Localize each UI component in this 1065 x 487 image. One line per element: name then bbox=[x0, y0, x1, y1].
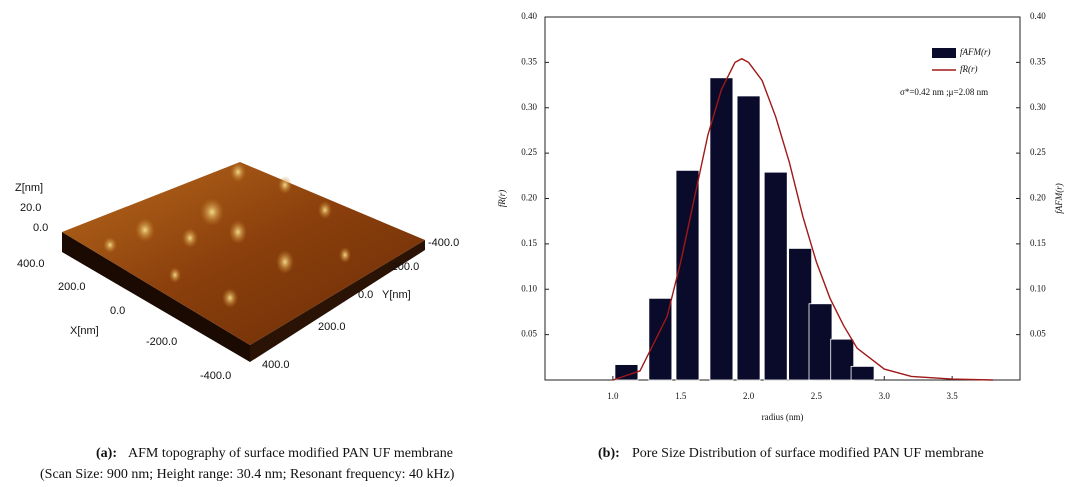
caption: AFM topography of surface modified PAN U… bbox=[128, 446, 453, 461]
afm-peaks bbox=[103, 162, 351, 308]
legend-label: fR(r) bbox=[960, 64, 978, 74]
z-label: Z[nm] bbox=[15, 182, 43, 194]
y-tick: -200.0 bbox=[388, 261, 419, 273]
bar bbox=[830, 338, 855, 381]
afm-image: Z[nm] 20.0 0.0 400.0 200.0 0.0 X[nm] -20… bbox=[15, 162, 459, 382]
x-tick: 0.0 bbox=[110, 305, 125, 317]
y-tick: -400.0 bbox=[428, 237, 459, 249]
fit-curve bbox=[612, 57, 993, 381]
caption: Pore Size Distribution of surface modifi… bbox=[632, 446, 984, 461]
y-label: Y[nm] bbox=[382, 289, 411, 301]
chart: 1.0 1.5 2.0 2.5 3.0 3.5 0.05 0.10 0.15 0.20 0.25 0.… bbox=[497, 11, 1064, 422]
y2-tick-label: 0.05 bbox=[1030, 329, 1046, 339]
y-tick: 400.0 bbox=[262, 359, 290, 371]
y-tick-label: 0.20 bbox=[521, 193, 537, 203]
x-tick-label: 3.0 bbox=[879, 391, 891, 401]
x-tick: 400.0 bbox=[17, 258, 45, 270]
y2-tick-label: 0.10 bbox=[1030, 283, 1046, 293]
afm-surface bbox=[62, 162, 425, 345]
bar bbox=[709, 77, 734, 381]
x-label: X[nm] bbox=[70, 325, 99, 337]
y-tick-label: 0.10 bbox=[521, 283, 537, 293]
x-tick-label: 1.0 bbox=[607, 391, 619, 401]
x-tick: -200.0 bbox=[146, 336, 177, 348]
y-tick: 0.0 bbox=[358, 289, 373, 301]
y-tick: 200.0 bbox=[318, 321, 346, 333]
x-tick: -400.0 bbox=[200, 370, 231, 382]
y2-tick-label: 0.40 bbox=[1030, 11, 1046, 21]
annotation: σ*=0.42 nm ;μ=2.08 nm bbox=[900, 87, 988, 97]
y-tick-label: 0.35 bbox=[521, 56, 537, 66]
bar bbox=[675, 169, 700, 381]
x-tick-label: 3.5 bbox=[947, 391, 959, 401]
legend-swatch bbox=[932, 48, 956, 58]
y-tick-label: 0.40 bbox=[521, 11, 537, 21]
afm-side bbox=[250, 240, 425, 362]
legend-label: fAFM(r) bbox=[960, 47, 991, 57]
y2-tick-label: 0.15 bbox=[1030, 238, 1046, 248]
y2-tick-label: 0.20 bbox=[1030, 193, 1046, 203]
y-tick-label: 0.25 bbox=[521, 147, 537, 157]
y-tick-label: 0.15 bbox=[521, 238, 537, 248]
y-tick-label: 0.30 bbox=[521, 102, 537, 112]
x-tick: 200.0 bbox=[58, 281, 86, 293]
y-axis-label: fR(r) bbox=[497, 190, 507, 208]
y2-axis-label: fAFM(r) bbox=[1054, 183, 1064, 214]
caption-note: (Scan Size: 900 nm; Height range: 30.4 n… bbox=[40, 467, 455, 482]
y2-tick-label: 0.30 bbox=[1030, 102, 1046, 112]
afm-side bbox=[62, 232, 250, 362]
caption-tag: (b): bbox=[598, 446, 620, 461]
bar bbox=[763, 171, 788, 381]
x-tick-label: 2.0 bbox=[743, 391, 755, 401]
bar bbox=[850, 365, 875, 381]
bar bbox=[808, 303, 833, 381]
bar bbox=[736, 95, 761, 381]
y2-tick-label: 0.25 bbox=[1030, 147, 1046, 157]
x-tick-label: 2.5 bbox=[811, 391, 823, 401]
x-axis-label: radius (nm) bbox=[762, 412, 804, 422]
x-tick-label: 1.5 bbox=[675, 391, 687, 401]
y2-tick-label: 0.35 bbox=[1030, 56, 1046, 66]
z-tick: 0.0 bbox=[33, 222, 48, 234]
bar bbox=[788, 248, 813, 381]
y-tick-label: 0.05 bbox=[521, 329, 537, 339]
z-tick: 20.0 bbox=[20, 202, 41, 214]
caption-tag: (a): bbox=[96, 446, 117, 461]
